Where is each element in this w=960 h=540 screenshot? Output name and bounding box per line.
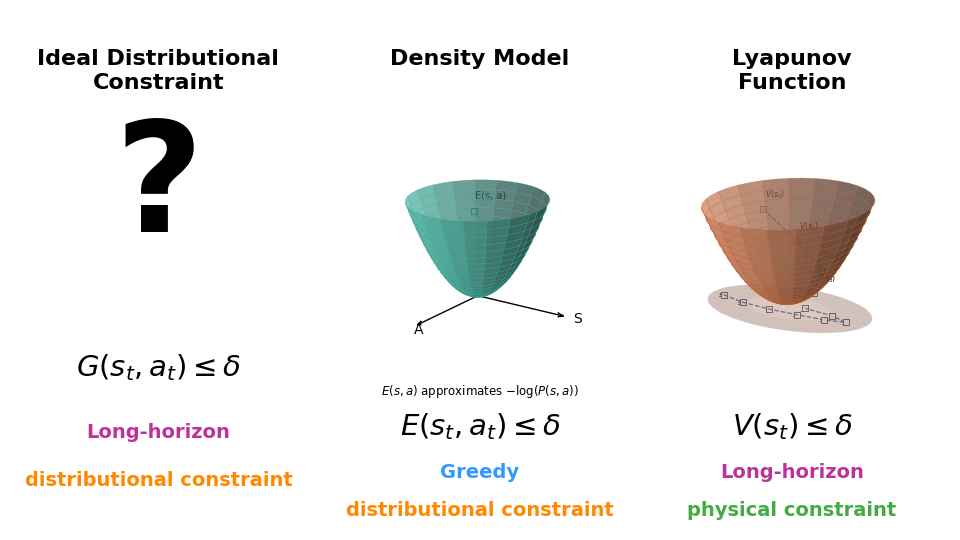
- Text: ?: ?: [114, 114, 203, 264]
- Text: Long-horizon: Long-horizon: [720, 463, 864, 482]
- Text: $E(s, a)$ approximates $-\log(P(s, a))$: $E(s, a)$ approximates $-\log(P(s, a))$: [381, 383, 579, 400]
- Text: Greedy: Greedy: [441, 463, 519, 482]
- Text: physical constraint: physical constraint: [687, 501, 897, 520]
- Text: $G(s_t, a_t) \leq \delta$: $G(s_t, a_t) \leq \delta$: [76, 352, 241, 383]
- Text: $V(s_t) \leq \delta$: $V(s_t) \leq \delta$: [732, 411, 852, 442]
- Text: Lyapunov
Function: Lyapunov Function: [732, 49, 852, 93]
- Text: Long-horizon: Long-horizon: [86, 422, 230, 442]
- Text: Density Model: Density Model: [391, 49, 569, 69]
- Text: $E(s_t, a_t) \leq \delta$: $E(s_t, a_t) \leq \delta$: [399, 411, 561, 442]
- Text: distributional constraint: distributional constraint: [347, 501, 613, 520]
- Text: Ideal Distributional
Constraint: Ideal Distributional Constraint: [37, 49, 279, 93]
- Text: distributional constraint: distributional constraint: [25, 471, 292, 490]
